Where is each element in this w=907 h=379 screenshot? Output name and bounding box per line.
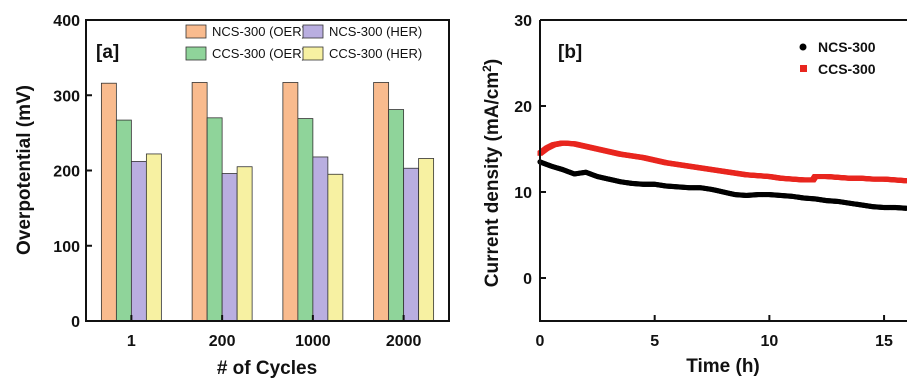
bar (115, 119, 132, 322)
legend-swatch (185, 46, 207, 61)
legend-marker (800, 65, 807, 72)
data-point (903, 178, 907, 184)
legend-marker (799, 43, 807, 51)
panel-label-b: [b] (558, 42, 582, 63)
x-tick-label: 200 (209, 333, 236, 350)
bar-group (100, 82, 435, 322)
legend-label: NCS-300 (818, 39, 876, 55)
panel-label-a: [a] (96, 42, 119, 63)
bar (418, 158, 435, 322)
y-tick-label: 200 (53, 164, 80, 181)
x-tick-label: 0 (536, 333, 545, 350)
x-axis-a: 1 200 1000 2000 (127, 315, 422, 350)
y-axis-title-b: Current density (mA/cm2) (480, 59, 503, 287)
legend-swatch (185, 24, 207, 39)
x-tick-label: 1 (127, 333, 136, 350)
x-axis-b: 0 5 10 15 (536, 315, 893, 350)
legend-label: CCS-300 (OER) (212, 46, 306, 61)
bar (282, 82, 299, 322)
y-tick-label: 0 (71, 314, 80, 331)
legend-label: CCS-300 (818, 61, 876, 77)
legend-swatch (302, 24, 324, 39)
bar (221, 173, 238, 322)
x-axis-title-b: Time (h) (686, 356, 760, 377)
x-axis-title-a: # of Cycles (217, 358, 317, 379)
y-axis-title-b-main: Current density (mA/cm (482, 72, 503, 287)
bar (403, 167, 420, 322)
panel-b: 0 10 20 30 0 5 10 15 [b] Current density (mA/c… (480, 13, 907, 377)
y-axis-title-b-sup: 2 (480, 65, 494, 72)
series-group (537, 140, 907, 211)
legend-label: NCS-300 (OER) (212, 24, 306, 39)
y-axis-a: 0 100 200 300 400 (53, 13, 92, 331)
y-axis-title-a: Overpotential (mV) (14, 85, 35, 255)
legend-a: NCS-300 (OER) CCS-300 (OER) NCS-300 (HER) C… (185, 24, 422, 61)
bar (191, 82, 208, 322)
legend-swatch (302, 46, 324, 61)
y-axis-title-b-close: ) (482, 59, 503, 65)
bar (130, 161, 147, 322)
x-tick-label: 10 (760, 333, 778, 350)
x-tick-label: 5 (650, 333, 659, 350)
legend-label: CCS-300 (HER) (329, 46, 422, 61)
x-tick-label: 15 (875, 333, 893, 350)
y-axis-b: 0 10 20 30 (514, 13, 546, 288)
bar (388, 109, 405, 322)
bar (206, 117, 223, 322)
y-tick-label: 10 (514, 185, 532, 202)
bar (145, 153, 162, 322)
bar (312, 156, 329, 322)
bar (327, 173, 344, 322)
legend-b: NCS-300 CCS-300 (799, 39, 876, 77)
y-tick-label: 20 (514, 99, 532, 116)
bar (100, 82, 117, 322)
y-tick-label: 100 (53, 239, 80, 256)
data-point (903, 205, 907, 211)
legend-label: NCS-300 (HER) (329, 24, 422, 39)
bar (373, 82, 390, 322)
y-tick-label: 30 (514, 13, 532, 30)
bar (297, 118, 314, 322)
y-tick-label: 300 (53, 88, 80, 105)
x-tick-label: 1000 (295, 333, 331, 350)
y-tick-label: 0 (523, 271, 532, 288)
bar (236, 166, 253, 322)
panel-a: 0 100 200 300 400 1 200 1000 2000 [a] Overpoten… (14, 13, 450, 379)
y-tick-label: 400 (53, 13, 80, 30)
x-tick-label: 2000 (386, 333, 422, 350)
